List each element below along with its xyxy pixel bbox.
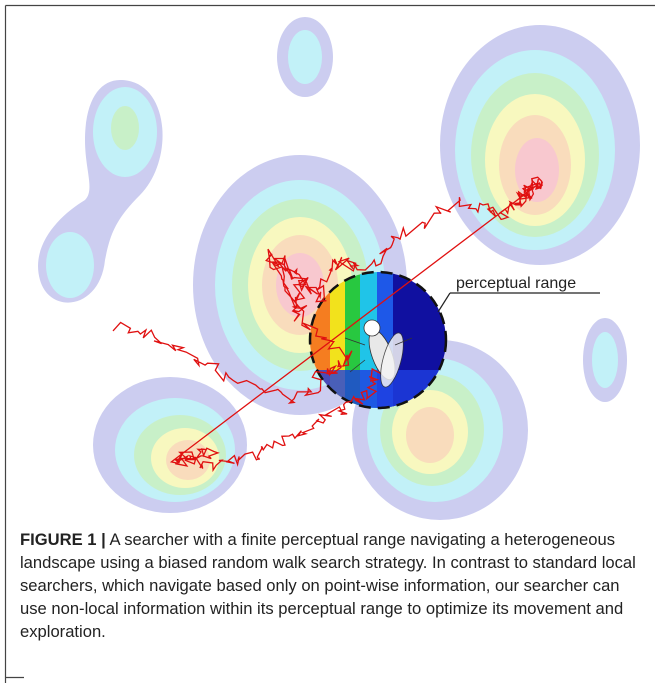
border bbox=[4, 4, 655, 683]
caption-text: A searcher with a finite perceptual rang… bbox=[20, 530, 636, 641]
fly bbox=[344, 319, 413, 388]
perceptual-range-circle bbox=[308, 270, 448, 410]
annotation-label: perceptual range bbox=[456, 275, 576, 292]
caption-label: FIGURE 1 | bbox=[20, 530, 106, 549]
caption: FIGURE 1 | A searcher with a finite perc… bbox=[20, 528, 645, 643]
landscape bbox=[38, 17, 640, 520]
random-walk bbox=[112, 176, 544, 473]
annotation: perceptual range bbox=[437, 275, 600, 313]
